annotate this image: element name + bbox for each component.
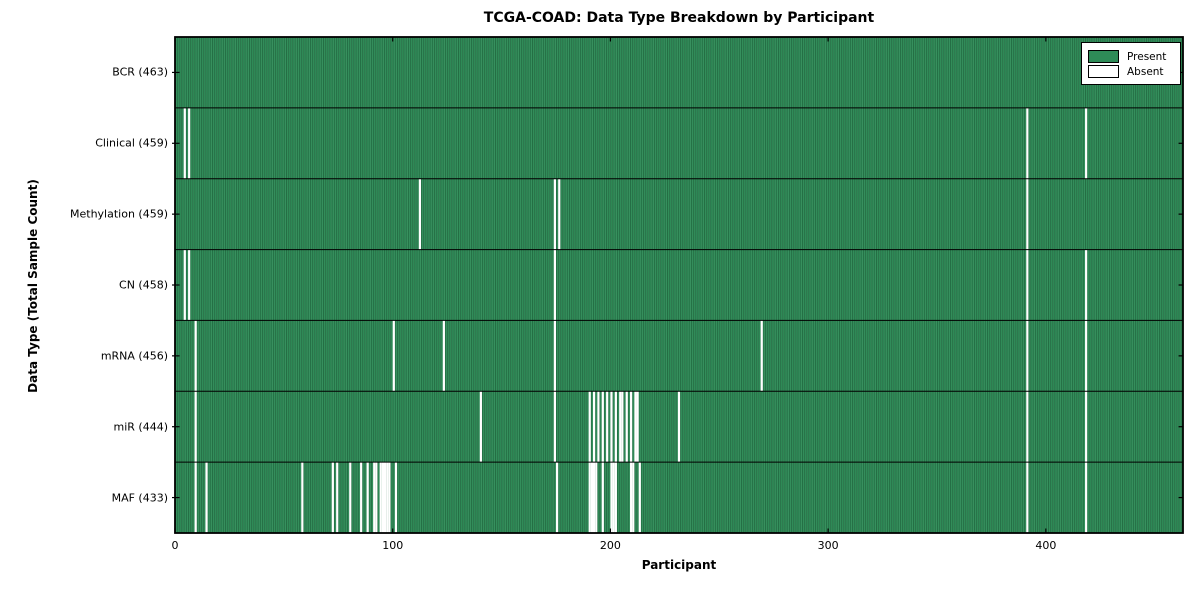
absent-stripe [1085, 462, 1088, 533]
absent-stripe [331, 462, 334, 533]
y-tick-label-Methylation: Methylation (459) [70, 207, 168, 221]
absent-stripe [375, 462, 378, 533]
absent-stripe [1085, 391, 1088, 463]
legend-label: Present [1127, 50, 1167, 63]
absent-stripe [1026, 391, 1029, 463]
absent-stripe [379, 462, 382, 533]
absent-stripe [1085, 249, 1088, 321]
absent-stripe [677, 391, 681, 463]
x-tick-label-300: 300 [817, 539, 839, 552]
absent-stripe [194, 320, 197, 392]
absent-stripe [760, 320, 763, 392]
absent-stripe [183, 249, 186, 321]
legend: Present Absent [1081, 42, 1181, 85]
row-BCR [175, 37, 1183, 108]
row-MAF [175, 462, 1183, 533]
absent-stripe [553, 249, 556, 321]
y-tick-label-BCR: BCR (463) [112, 65, 168, 79]
y-tick-label-MAF: MAF (433) [111, 491, 168, 505]
absent-stripe [553, 178, 556, 250]
absent-stripe [595, 462, 598, 533]
absent-stripe [1026, 249, 1029, 321]
absent-stripe [597, 391, 600, 463]
absent-stripe [614, 391, 617, 463]
row-CN [175, 249, 1183, 321]
absent-stripe [606, 391, 609, 463]
y-tick-label-Clinical: Clinical (459) [95, 136, 168, 150]
absent-stripe [1026, 178, 1029, 250]
absent-stripe [301, 462, 304, 533]
row-miR [175, 391, 1183, 463]
absent-stripe [205, 462, 208, 533]
absent-stripe [619, 391, 622, 463]
absent-stripe [588, 391, 591, 463]
absent-stripe [479, 391, 482, 463]
chart-title: TCGA-COAD: Data Type Breakdown by Partic… [483, 10, 875, 26]
absent-stripe [1026, 462, 1029, 533]
absent-stripe [625, 391, 628, 463]
absent-stripe [366, 462, 369, 533]
absent-stripe [588, 462, 591, 533]
absent-stripe [636, 391, 639, 463]
absent-stripe [590, 462, 594, 533]
absent-stripe [634, 391, 637, 463]
absent-stripe [349, 462, 352, 533]
absent-stripe [614, 462, 617, 533]
row-mRNA [175, 320, 1183, 392]
y-tick-label-mRNA: mRNA (456) [100, 349, 168, 363]
row-Clinical [175, 107, 1183, 179]
absent-stripe [392, 320, 395, 392]
absent-stripe [418, 178, 422, 250]
absent-stripe [621, 391, 624, 463]
absent-stripe [553, 391, 556, 463]
absent-stripe [388, 462, 391, 533]
absent-stripe [632, 462, 635, 533]
absent-stripe [610, 391, 613, 463]
x-tick-label-0: 0 [171, 539, 179, 552]
absent-stripe [1085, 107, 1088, 179]
absent-stripe [638, 462, 641, 533]
absent-stripe [381, 462, 385, 533]
y-tick-label-CN: CN (458) [119, 278, 168, 292]
row-Methylation [175, 178, 1183, 250]
legend-swatch-present [1088, 50, 1119, 63]
absent-stripe [1085, 320, 1088, 392]
absent-stripe [601, 462, 604, 533]
legend-label: Absent [1127, 65, 1164, 78]
absent-stripe [593, 462, 596, 533]
absent-stripe [194, 462, 197, 533]
absent-stripe [360, 462, 363, 533]
absent-stripe [386, 462, 389, 533]
absent-stripe [183, 107, 186, 179]
absent-stripe [553, 320, 556, 392]
y-tick-label-miR: miR (444) [113, 420, 169, 434]
absent-stripe [394, 462, 398, 533]
absent-stripe [188, 107, 191, 179]
absent-stripe [194, 391, 197, 463]
absent-stripe [612, 462, 615, 533]
absent-stripe [442, 320, 445, 392]
legend-entry-present: Present [1088, 50, 1174, 63]
absent-stripe [630, 391, 633, 463]
absent-stripe [610, 462, 613, 533]
absent-stripe [336, 462, 339, 533]
x-tick-label-200: 200 [599, 539, 621, 552]
absent-stripe [384, 462, 387, 533]
x-tick-label-400: 400 [1035, 539, 1057, 552]
absent-stripe [558, 178, 561, 250]
legend-entry-absent: Absent [1088, 65, 1174, 78]
x-tick-label-100: 100 [382, 539, 404, 552]
absent-stripe [373, 462, 376, 533]
absent-stripe [1026, 107, 1029, 179]
absent-stripe [601, 391, 604, 463]
absent-stripe [188, 249, 191, 321]
absent-stripe [1026, 320, 1029, 392]
absent-stripe [555, 462, 559, 533]
legend-swatch-absent [1088, 65, 1119, 78]
x-axis-label: Participant [641, 558, 717, 572]
absent-stripe [630, 462, 633, 533]
absent-stripe [593, 391, 596, 463]
